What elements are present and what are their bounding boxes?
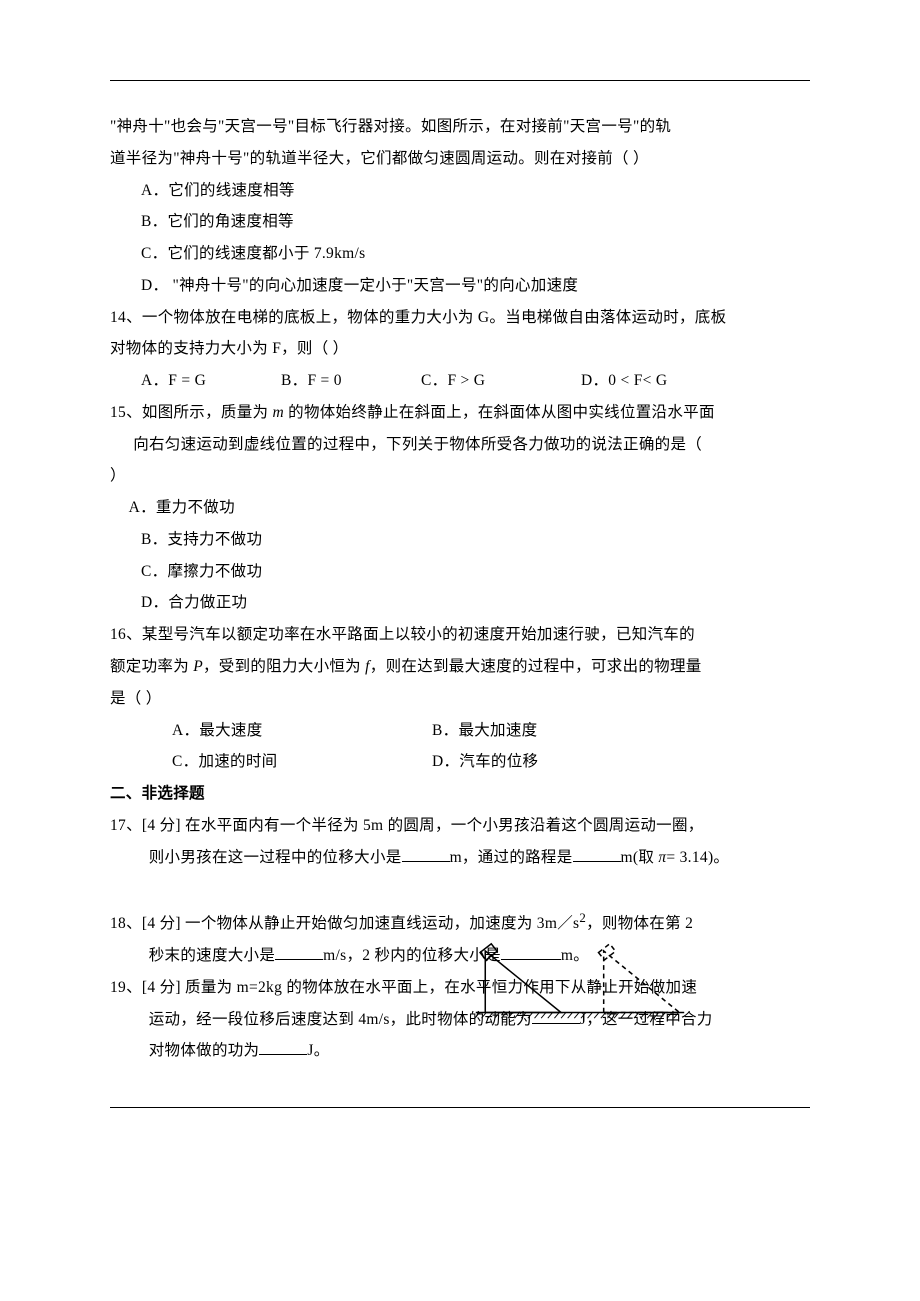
q14-optC: C．F > G [421, 365, 581, 397]
q16-l2b: ，受到的阻力大小恒为 [203, 658, 365, 675]
q14-options: A．F = G B．F = 0 C．F > G D．0 < F< G [110, 365, 810, 397]
q16-l2c: ，则在达到最大速度的过程中，可求出的物理量 [370, 658, 702, 675]
q16-line2: 额定功率为 P，受到的阻力大小恒为 f，则在达到最大速度的过程中，可求出的物理量 [110, 651, 810, 683]
q14-optC-pre: C． [421, 372, 447, 389]
q13-optD: D． "神舟十号"的向心加速度一定小于"天宫一号"的向心加速度 [110, 270, 810, 302]
q16-P: P [193, 658, 203, 675]
q17-blank1[interactable] [402, 845, 450, 862]
q13-optA: A．它们的线速度相等 [110, 175, 810, 207]
q16-options-row1: A．最大速度 B．最大加速度 [110, 715, 810, 747]
q15-block: 15、如图所示，质量为 m 的物体始终静止在斜面上，在斜面体从图中实线位置沿水平… [110, 397, 810, 619]
q13-optC: C．它们的线速度都小于 7.9km/s [110, 238, 810, 270]
q16-line1: 16、某型号汽车以额定功率在水平路面上以较小的初速度开始加速行驶，已知汽车的 [110, 619, 810, 651]
q15-optC: C．摩擦力不做功 [110, 556, 810, 588]
q19-line2: 运动，经一段位移后速度达到 4m/s，此时物体的动能为J，这一过程中合力 [110, 1004, 810, 1036]
q14-line1: 14、一个物体放在电梯的底板上，物体的重力大小为 G。当电梯做自由落体运动时，底… [110, 302, 810, 334]
q15-optD: D．合力做正功 [110, 587, 810, 619]
q14-line2: 对物体的支持力大小为 F，则（ ） [110, 333, 810, 365]
q14-optB: B．F = 0 [281, 365, 421, 397]
q19-line1: 19、[4 分] 质量为 m=2kg 的物体放在水平面上，在水平恒力作用下从静止… [110, 972, 810, 1004]
bottom-rule [110, 1107, 810, 1108]
q16-optA: A．最大速度 [172, 715, 432, 747]
q14-optC-val: F > G [447, 372, 485, 389]
q14-G: G [478, 309, 490, 326]
q14-F: F [272, 340, 281, 357]
q14-optA: A．F = G [141, 365, 281, 397]
q14-optB-pre: B． [281, 372, 307, 389]
q17-l2a: 则小男孩在这一过程中的位移大小是 [149, 849, 402, 866]
q18-l1b: ，则物体在第 2 [586, 915, 693, 932]
q14-l1a: 14、一个物体放在电梯的底板上，物体的重力大小为 [110, 309, 478, 326]
q16-options-row2: C．加速的时间 D．汽车的位移 [110, 746, 810, 778]
q17-l2d: = 3.14)。 [666, 849, 729, 866]
q18-l2a: 秒末的速度大小是 [149, 947, 275, 964]
q14-optD-pre: D． [581, 372, 608, 389]
q14-l2a: 对物体的支持力大小为 [110, 340, 272, 357]
q14-l1b: 。当电梯做自由落体运动时，底板 [489, 309, 726, 326]
q18-line2: 秒末的速度大小是m/s，2 秒内的位移大小是m。 [110, 940, 810, 972]
q17-l2b: m，通过的路程是 [450, 849, 573, 866]
q19-line3: 对物体做的功为 J。 [110, 1035, 810, 1067]
q15-line1: 15、如图所示，质量为 m 的物体始终静止在斜面上，在斜面体从图中实线位置沿水平… [110, 397, 810, 429]
q19-l3b: J。 [307, 1042, 329, 1059]
q16-line3: 是（ ） [110, 683, 810, 715]
q15-l1a: 15、如图所示，质量为 [110, 404, 272, 421]
q19-l3a: 对物体做的功为 [149, 1042, 260, 1059]
q13-line1: "神舟十"也会与"天宫一号"目标飞行器对接。如图所示，在对接前"天宫一号"的轨 [110, 111, 810, 143]
q14-optD: D．0 < F< G [581, 365, 810, 397]
q13-line2: 道半径为"神舟十号"的轨道半径大，它们都做匀速圆周运动。则在对接前（ ） [110, 143, 810, 175]
q15-m: m [272, 404, 284, 421]
q18-l1a: 18、[4 分] 一个物体从静止开始做匀加速直线运动，加速度为 3m／s [110, 915, 579, 932]
page: "神舟十"也会与"天宫一号"目标飞行器对接。如图所示，在对接前"天宫一号"的轨 … [0, 0, 920, 1301]
incline-figure [470, 932, 690, 1022]
q15-optB: B．支持力不做功 [110, 524, 810, 556]
q16-optC: C．加速的时间 [172, 746, 432, 778]
q19-blank2[interactable] [259, 1039, 307, 1056]
q17-l2c: m(取 [621, 849, 659, 866]
q18-line1: 18、[4 分] 一个物体从静止开始做匀加速直线运动，加速度为 3m／s2，则物… [110, 905, 810, 940]
spacer1 [110, 873, 810, 905]
q15-l1b: 的物体始终静止在斜面上，在斜面体从图中实线位置沿水平面 [284, 404, 715, 421]
top-rule [110, 80, 810, 81]
q16-optB: B．最大加速度 [432, 715, 810, 747]
q17-line1: 17、[4 分] 在水平面内有一个半径为 5m 的圆周，一个小男孩沿着这个圆周运… [110, 810, 810, 842]
q14-optA-val: F = G [168, 372, 206, 389]
q14-l2b: ，则（ ） [281, 340, 348, 357]
q14-optB-val: F = 0 [307, 372, 341, 389]
q17-blank2[interactable] [573, 845, 621, 862]
section2-heading: 二、非选择题 [110, 778, 810, 810]
q16-l2a: 额定功率为 [110, 658, 193, 675]
q15-line2: 向右匀速运动到虚线位置的过程中，下列关于物体所受各力做功的说法正确的是（ [110, 429, 810, 461]
q16-optD: D．汽车的位移 [432, 746, 810, 778]
q17-line2: 则小男孩在这一过程中的位移大小是m，通过的路程是m(取 π= 3.14)。 [110, 842, 810, 874]
q18-blank1[interactable] [275, 944, 323, 961]
q14-optA-pre: A． [141, 372, 168, 389]
q15-optA: A．重力不做功 [110, 492, 810, 524]
q13-optB: B．它们的角速度相等 [110, 206, 810, 238]
q15-line3: ） [110, 460, 810, 492]
q14-optD-val: 0 < F< G [608, 372, 667, 389]
